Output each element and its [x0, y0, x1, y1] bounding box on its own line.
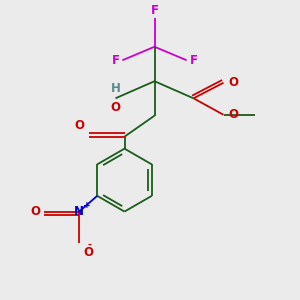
- Text: O: O: [83, 246, 93, 259]
- Text: O: O: [30, 206, 40, 218]
- Text: -: -: [88, 240, 92, 250]
- Text: +: +: [82, 201, 90, 210]
- Text: O: O: [228, 108, 238, 121]
- Text: F: F: [190, 54, 198, 67]
- Text: F: F: [111, 54, 119, 67]
- Text: O: O: [74, 119, 84, 132]
- Text: F: F: [151, 4, 158, 17]
- Text: H: H: [111, 82, 120, 95]
- Text: O: O: [110, 101, 121, 114]
- Text: N: N: [74, 206, 84, 218]
- Text: O: O: [228, 76, 238, 89]
